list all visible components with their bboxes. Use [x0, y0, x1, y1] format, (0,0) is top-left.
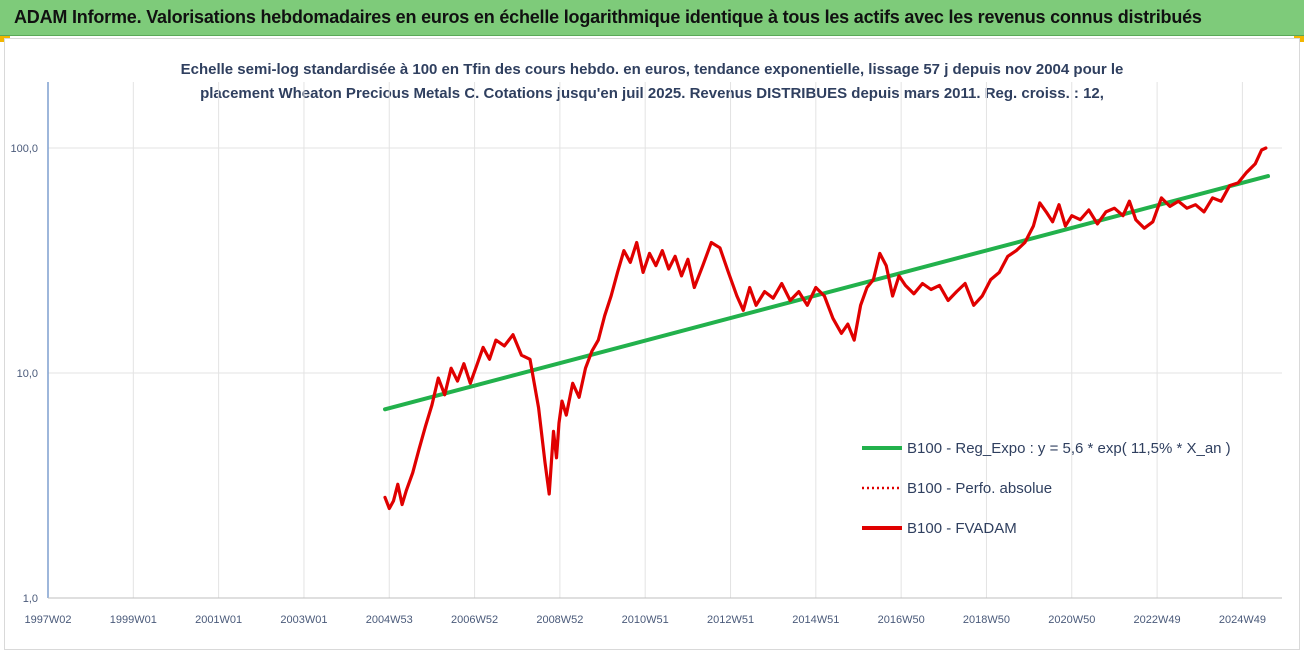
chart-series [383, 146, 1270, 511]
x-tick-label: 2001W01 [195, 614, 242, 626]
y-tick-label: 100,0 [10, 143, 38, 155]
chart-title-line-1: Echelle semi-log standardisée à 100 en T… [180, 61, 1124, 78]
legend-label: B100 - FVADAM [907, 520, 1017, 537]
chart-legend: B100 - Reg_Expo : y = 5,6 * exp( 11,5% *… [862, 440, 1231, 537]
x-tick-label: 2010W51 [622, 614, 669, 626]
x-tick-label: 2018W50 [963, 614, 1010, 626]
x-tick-label: 2006W52 [451, 614, 498, 626]
price-line [383, 146, 1268, 511]
x-tick-label: 2022W49 [1134, 614, 1181, 626]
x-tick-label: 2003W01 [280, 614, 327, 626]
x-tick-label: 1999W01 [110, 614, 157, 626]
x-tick-label: 2004W53 [366, 614, 413, 626]
x-tick-label: 1997W02 [24, 614, 71, 626]
chart-title-line-2: placement Wheaton Precious Metals C. Cot… [200, 85, 1104, 102]
y-tick-label: 1,0 [23, 593, 38, 605]
legend-label: B100 - Perfo. absolue [907, 480, 1052, 497]
chart-axes: 1997W02 1999W01 2001W01 2003W01 2004W53 2006W… [10, 82, 1282, 626]
legend-label: B100 - Reg_Expo : y = 5,6 * exp( 11,5% *… [907, 440, 1231, 457]
y-tick-label: 10,0 [17, 368, 38, 380]
x-tick-label: 2020W50 [1048, 614, 1095, 626]
chart-grid [47, 82, 1282, 599]
x-tick-label: 2014W51 [792, 614, 839, 626]
report-banner: ADAM Informe. Valorisations hebdomadaire… [0, 0, 1304, 36]
x-tick-label: 2016W50 [878, 614, 925, 626]
chart-area [4, 38, 1300, 650]
report-title: ADAM Informe. Valorisations hebdomadaire… [14, 7, 1202, 27]
x-tick-label: 2008W52 [536, 614, 583, 626]
chart-title: Echelle semi-log standardisée à 100 en T… [0, 58, 1304, 106]
x-tick-label: 2012W51 [707, 614, 754, 626]
x-tick-label: 2024W49 [1219, 614, 1266, 626]
trend-line [383, 174, 1270, 412]
